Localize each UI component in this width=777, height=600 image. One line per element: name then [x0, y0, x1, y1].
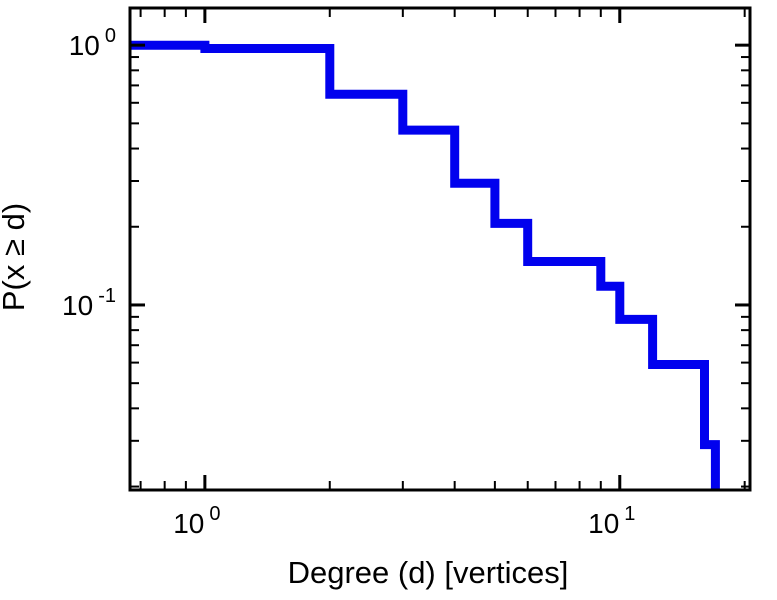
tick-label: 10 -1 [62, 285, 116, 321]
tick-label: 10 1 [588, 503, 635, 539]
tick-label: 10 0 [173, 503, 220, 539]
y-axis-title: P(x ≥ d) [0, 203, 31, 311]
ccdf-step-line [130, 40, 720, 490]
tick-label: 10 0 [69, 25, 116, 61]
plot-frame [128, 6, 752, 492]
x-axis-title: Degree (d) [vertices] [288, 555, 569, 590]
